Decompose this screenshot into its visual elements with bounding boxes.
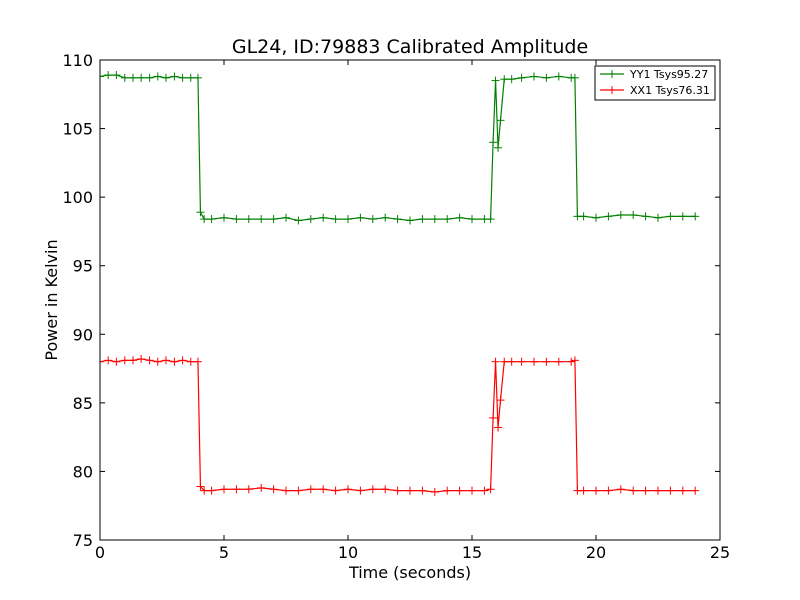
x-tick-label: 15 — [462, 543, 482, 562]
x-tick-label: 0 — [95, 543, 105, 562]
y-tick-label: 75 — [73, 531, 93, 550]
legend-label: XX1 Tsys76.31 — [630, 84, 710, 97]
x-tick-label: 5 — [219, 543, 229, 562]
legend-label: YY1 Tsys95.27 — [629, 68, 708, 81]
x-tick-label: 25 — [710, 543, 730, 562]
y-tick-label: 90 — [73, 325, 93, 344]
y-tick-label: 85 — [73, 394, 93, 413]
legend: YY1 Tsys95.27 XX1 Tsys76.31 — [595, 66, 715, 100]
x-axis-label: Time (seconds) — [348, 563, 471, 582]
chart-title: GL24, ID:79883 Calibrated Amplitude — [232, 36, 588, 58]
y-tick-label: 105 — [62, 120, 93, 139]
y-tick-label: 100 — [62, 188, 93, 207]
x-tick-label: 20 — [586, 543, 606, 562]
y-tick-label: 95 — [73, 257, 93, 276]
y-tick-label: 110 — [62, 51, 93, 70]
x-tick-label: 10 — [338, 543, 358, 562]
y-axis-label: Power in Kelvin — [42, 239, 61, 360]
y-tick-label: 80 — [73, 462, 93, 481]
